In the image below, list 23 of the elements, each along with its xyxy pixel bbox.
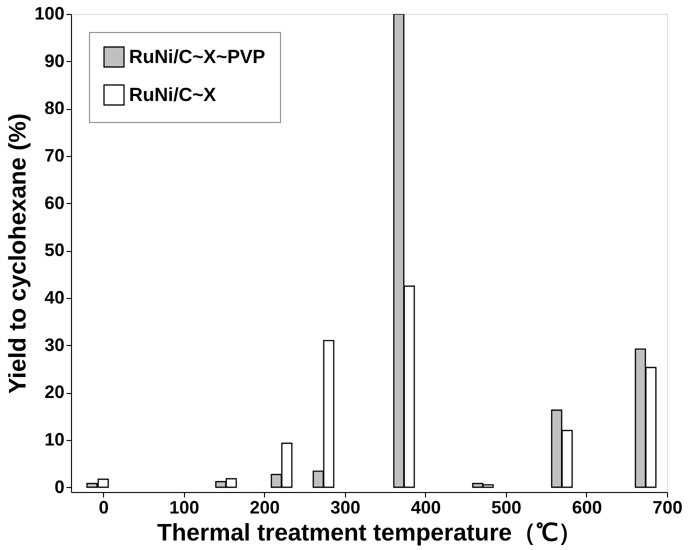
x-tick-label: 700 — [652, 498, 683, 518]
y-tick-label: 50 — [44, 240, 64, 260]
y-tick-label: 0 — [54, 476, 64, 497]
x-tick-label: 300 — [330, 498, 360, 518]
x-tick-label: 500 — [491, 498, 522, 518]
x-tick-label: 200 — [250, 498, 280, 518]
legend-label: RuNi/C~X~PVP — [129, 47, 266, 68]
y-tick-label: 30 — [44, 334, 64, 355]
y-tick-label: 80 — [44, 98, 64, 118]
x-tick-label: 400 — [410, 498, 441, 518]
y-tick-label: 40 — [44, 287, 64, 308]
y-tick-label: 100 — [34, 4, 64, 24]
y-axis-title: Yield to cyclohexane (%) — [4, 113, 32, 394]
x-tick-label: 0 — [98, 498, 109, 518]
x-axis-title: Thermal treatment temperature（℃） — [157, 520, 582, 546]
y-tick-label: 10 — [44, 429, 64, 450]
y-tick-label: 90 — [44, 50, 64, 71]
x-tick-label: 600 — [572, 498, 602, 518]
y-tick-label: 60 — [44, 192, 64, 213]
legend-label: RuNi/C~X — [129, 85, 216, 106]
x-tick-label: 100 — [169, 498, 200, 518]
y-tick-label: 20 — [44, 382, 64, 402]
y-tick-label: 70 — [44, 145, 64, 166]
